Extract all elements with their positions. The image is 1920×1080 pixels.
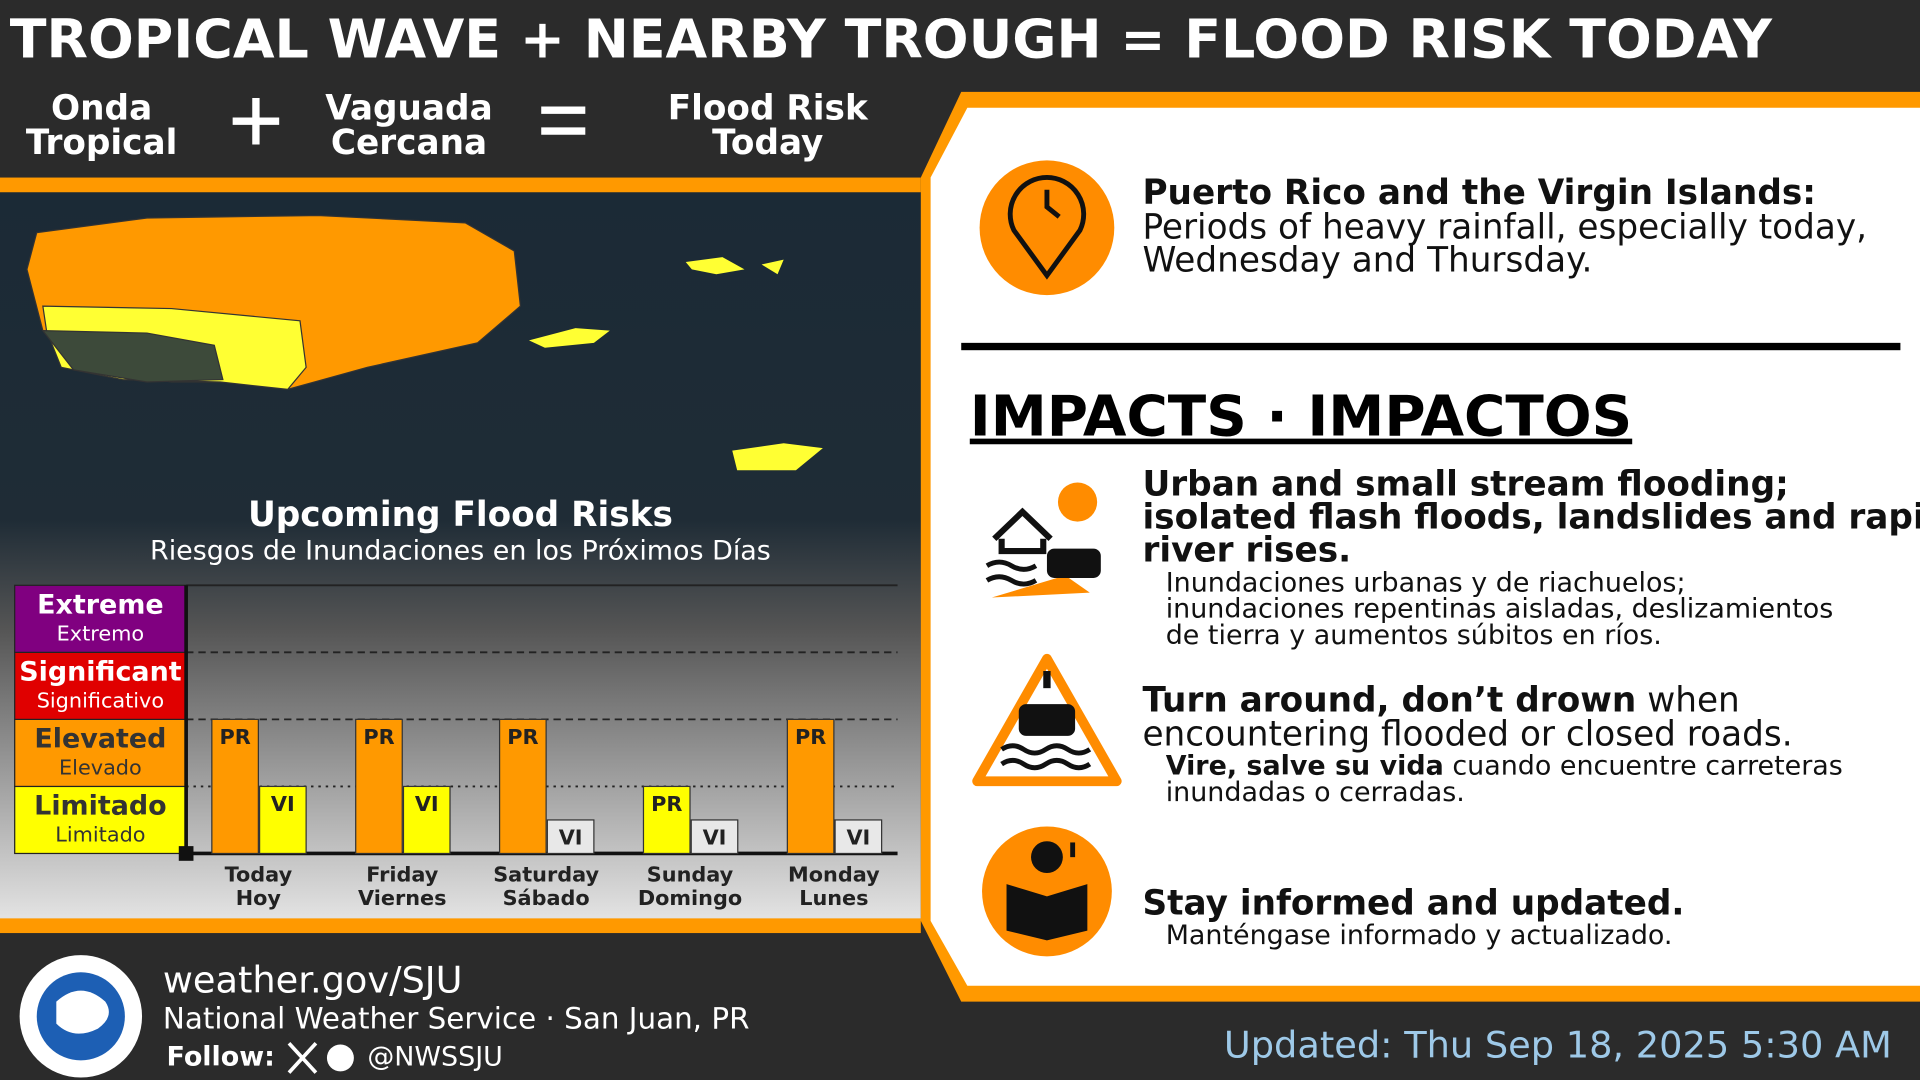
chart-subtitle: Riesgos de Inundaciones en los Próximos … bbox=[150, 536, 771, 567]
stripe bbox=[0, 177, 921, 193]
x-tick-label: Friday bbox=[366, 863, 439, 887]
title: TROPICAL WAVE + NEARBY TROUGH = FLOOD RI… bbox=[10, 7, 1773, 70]
level-label-es: Significativo bbox=[37, 688, 164, 712]
updated: Updated: Thu Sep 18, 2025 5:30 AM bbox=[1224, 1023, 1892, 1066]
level-box bbox=[14, 584, 187, 653]
flood-icon bbox=[985, 482, 1101, 598]
stripe bbox=[0, 918, 921, 934]
impact-line: Stay informed and updated. bbox=[1142, 883, 1684, 923]
reader-figure bbox=[1006, 841, 1088, 941]
impact-line: encountering flooded or closed roads. bbox=[1142, 714, 1792, 754]
equation: Onda Tropical Vaguada Cercana Flood Risk… bbox=[26, 89, 869, 163]
footer-follow: Follow: bbox=[167, 1041, 275, 1072]
plus-sign bbox=[232, 97, 280, 145]
impact-bold: Turn around, don’t drown bbox=[1142, 680, 1636, 720]
level-label: Limitado bbox=[34, 791, 166, 822]
level-label: Significant bbox=[19, 657, 182, 688]
impact-sub: inundaciones repentinas aisladas, desliz… bbox=[1166, 593, 1834, 624]
impact-rest: when bbox=[1647, 680, 1740, 720]
bar bbox=[498, 718, 547, 855]
impact-sub: Vire, salve su vida cuando encuentre car… bbox=[1166, 750, 1843, 781]
bar-label: PR bbox=[795, 725, 826, 749]
impact-line: river rises. bbox=[1142, 531, 1351, 571]
impact-sub: Inundaciones urbanas y de riachuelos; bbox=[1166, 568, 1686, 599]
clock-pin bbox=[1007, 175, 1087, 280]
footer-handle: @NWSSJU bbox=[367, 1041, 503, 1072]
level-box bbox=[14, 718, 187, 788]
bar bbox=[642, 785, 691, 855]
bar bbox=[402, 785, 451, 855]
bar bbox=[546, 819, 595, 855]
eq-term: Cercana bbox=[331, 123, 487, 163]
level-label-es: Limitado bbox=[55, 822, 145, 846]
level-box bbox=[14, 785, 187, 855]
axis-origin bbox=[178, 846, 194, 861]
impact-line: Turn around, don’t drown when bbox=[1142, 680, 1739, 720]
impact-sub: Manténgase informado y actualizado. bbox=[1166, 920, 1673, 951]
impact-sub: inundadas o cerradas. bbox=[1166, 777, 1465, 808]
bar bbox=[211, 718, 259, 855]
x-tick-label-es: Domingo bbox=[638, 886, 742, 910]
impact-line: Urban and small stream flooding; bbox=[1142, 465, 1788, 505]
bar bbox=[690, 819, 739, 855]
x-tick-label-es: Viernes bbox=[358, 886, 447, 910]
bar bbox=[834, 819, 883, 855]
summary-line: Periods of heavy rainfall, especially to… bbox=[1142, 207, 1867, 247]
eq-term: Onda bbox=[51, 89, 152, 129]
eq-term: Tropical bbox=[26, 123, 178, 163]
clock-icon bbox=[979, 160, 1115, 296]
warning-icon bbox=[972, 653, 1122, 787]
impact-sub-bold: Vire, salve su vida bbox=[1166, 750, 1444, 781]
eq-term: Flood Risk bbox=[668, 89, 869, 129]
x-tick-label-es: Lunes bbox=[799, 886, 868, 910]
facebook-icon bbox=[326, 1044, 354, 1072]
chart-title: Upcoming Flood Risks bbox=[248, 495, 673, 535]
divider bbox=[961, 342, 1901, 351]
map bbox=[26, 214, 823, 471]
level-label: Extreme bbox=[37, 590, 163, 621]
impact-sub: de tierra y aumentos súbitos en ríos. bbox=[1166, 620, 1662, 651]
summary-line: Wednesday and Thursday. bbox=[1142, 241, 1592, 281]
bar-label: VI bbox=[271, 792, 295, 816]
bar-label: VI bbox=[846, 825, 870, 849]
footer-office: National Weather Service · San Juan, PR bbox=[163, 1002, 750, 1036]
x-tick-label-es: Hoy bbox=[236, 886, 282, 910]
bar-label: PR bbox=[219, 725, 250, 749]
impact-line: isolated flash floods, landslides and ra… bbox=[1142, 498, 1920, 538]
x-tick-label-es: Sábado bbox=[503, 886, 590, 910]
info-panel bbox=[930, 107, 1920, 986]
equals-sign bbox=[541, 106, 586, 135]
x-tick-label: Today bbox=[225, 863, 293, 887]
bar-label: PR bbox=[363, 725, 394, 749]
footer-site: weather.gov/SJU bbox=[163, 959, 463, 1002]
impacts: Urban and small stream flooding; isolate… bbox=[1142, 465, 1920, 952]
impacts-heading: IMPACTS · IMPACTOS bbox=[970, 385, 1632, 450]
summary-title: Puerto Rico and the Virgin Islands: bbox=[1142, 173, 1816, 213]
bar bbox=[258, 785, 307, 855]
bar bbox=[355, 718, 403, 855]
bar bbox=[786, 718, 835, 855]
x-tick-label: Monday bbox=[788, 863, 880, 887]
eq-term: Today bbox=[712, 123, 823, 163]
level-label: Elevated bbox=[34, 724, 166, 755]
impact-sub-rest: cuando encuentre carreteras bbox=[1452, 750, 1842, 781]
nws-cloud bbox=[56, 990, 109, 1034]
level-label-es: Elevado bbox=[59, 755, 142, 779]
bar-label: VI bbox=[703, 825, 727, 849]
eq-term: Vaguada bbox=[325, 89, 492, 129]
x-icon bbox=[287, 1042, 318, 1074]
bar-label: PR bbox=[507, 725, 538, 749]
bar-label: VI bbox=[559, 825, 583, 849]
bar-label: PR bbox=[651, 792, 682, 816]
clock-hands bbox=[1044, 189, 1061, 219]
bar-label: VI bbox=[415, 792, 439, 816]
x-tick-label: Sunday bbox=[647, 863, 734, 887]
x-tick-label: Saturday bbox=[493, 863, 599, 887]
level-box bbox=[14, 651, 187, 720]
level-label-es: Extremo bbox=[57, 621, 144, 645]
